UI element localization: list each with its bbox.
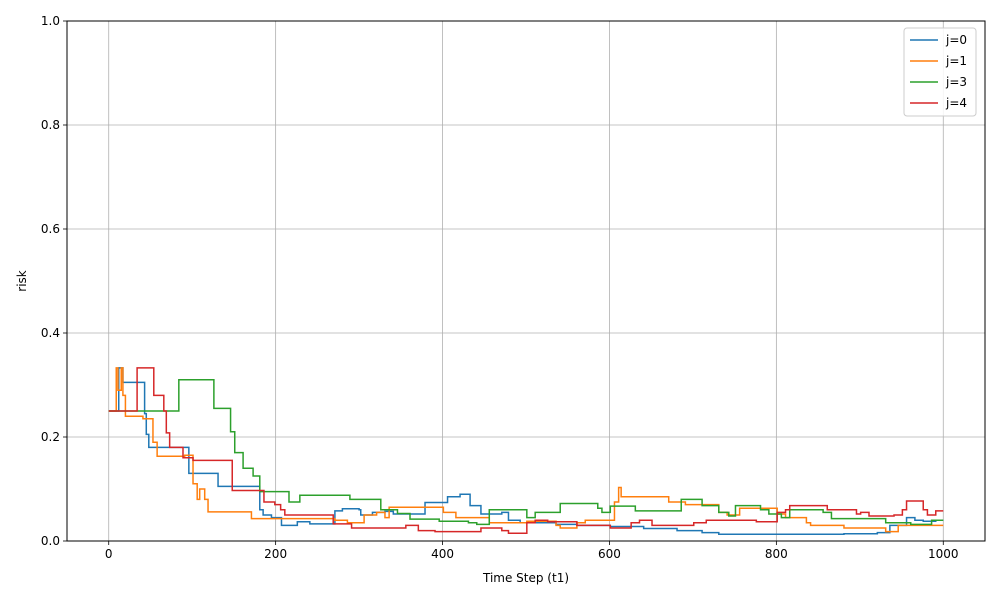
legend: j=0 j=1 j=3 j=4 — [903, 27, 977, 117]
series-line-1 — [108, 367, 944, 533]
series-layer — [108, 367, 944, 535]
series-line-2 — [108, 379, 944, 526]
x-tick-label: 0 — [105, 547, 113, 561]
y-tick-label: 0.4 — [41, 326, 60, 340]
y-tick-label: 0.6 — [41, 222, 60, 236]
y-axis-label: risk — [15, 270, 29, 292]
axis-ticks: 0 200 400 600 800 1000 0.0 0.2 0.4 0.6 0.8 1.0 — [41, 14, 959, 561]
plot-frame — [66, 20, 986, 542]
y-tick-label: 0.0 — [41, 534, 60, 548]
series-line-0 — [108, 367, 944, 535]
legend-label: j=4 — [945, 96, 967, 110]
legend-box — [903, 27, 977, 117]
x-tick-label: 800 — [765, 547, 788, 561]
legend-label: j=3 — [945, 75, 967, 89]
series-line-3 — [108, 367, 944, 534]
x-tick-label: 600 — [598, 547, 621, 561]
x-tick-label: 200 — [264, 547, 287, 561]
y-tick-label: 1.0 — [41, 14, 60, 28]
x-tick-label: 1000 — [928, 547, 959, 561]
y-tick-label: 0.8 — [41, 118, 60, 132]
legend-label: j=0 — [945, 33, 967, 47]
x-tick-label: 400 — [431, 547, 454, 561]
x-axis-label: Time Step (t1) — [482, 571, 569, 585]
y-tick-label: 0.2 — [41, 430, 60, 444]
legend-label: j=1 — [945, 54, 967, 68]
